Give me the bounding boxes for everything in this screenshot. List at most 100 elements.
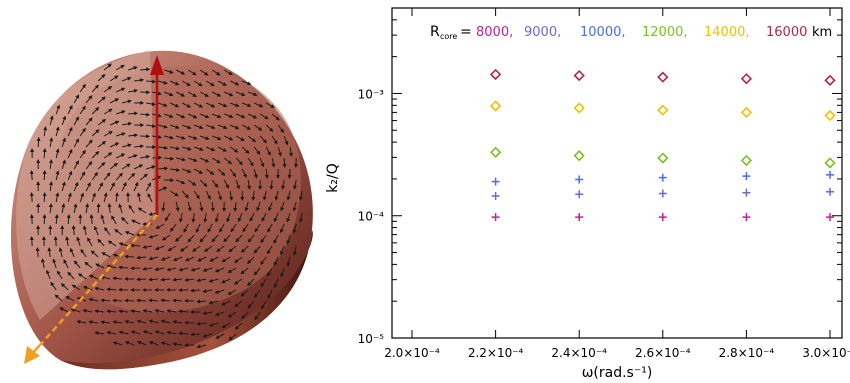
flow-arrow (112, 320, 123, 325)
point-9000-2 (658, 189, 667, 198)
flow-arrow (227, 267, 237, 274)
flow-arrow (116, 110, 126, 115)
flow-arrow (235, 91, 246, 97)
flow-arrow (107, 203, 112, 214)
flow-arrow (29, 170, 34, 181)
flow-arrow (73, 94, 80, 104)
flow-arrow (199, 201, 204, 212)
point-12000-1 (573, 150, 585, 162)
flow-arrow (194, 124, 204, 130)
flow-arrow (55, 104, 61, 115)
flow-arrow (209, 256, 219, 262)
flow-arrow (211, 234, 219, 243)
flow-arrow (160, 341, 171, 346)
flow-arrow (247, 135, 257, 143)
flow-arrow (166, 330, 177, 335)
x-tick-label-0: 2.0×10⁻⁴ (384, 346, 440, 360)
flow-arrow (251, 190, 256, 201)
flow-arrow (154, 245, 165, 251)
point-8000-1 (575, 213, 584, 222)
flow-arrow (55, 148, 60, 159)
point-10000-1 (575, 175, 584, 184)
flow-arrow (140, 112, 151, 117)
flow-arrow (43, 126, 48, 137)
flow-arrow (205, 80, 215, 87)
flow-arrow (122, 99, 132, 104)
flow-arrow (121, 163, 131, 170)
flow-arrow (130, 309, 141, 314)
flow-arrow (265, 124, 274, 132)
flow-arrow (221, 322, 231, 329)
flow-arrow (205, 146, 216, 152)
point-9000-0 (491, 192, 500, 201)
y-tick-label-1: 10⁻⁴ (358, 210, 385, 224)
flow-arrow (229, 80, 240, 86)
flow-arrow (121, 217, 129, 225)
flow-arrow (253, 168, 258, 179)
flow-arrow (67, 148, 73, 159)
flow-arrow (157, 186, 168, 192)
flow-arrow (235, 135, 245, 142)
flow-arrow (221, 278, 231, 284)
flow-arrow (259, 113, 269, 120)
flow-arrow (280, 267, 285, 278)
flow-arrow (142, 245, 153, 250)
flow-arrow (230, 102, 240, 108)
flow-arrow (286, 212, 291, 223)
flow-arrow (87, 237, 93, 247)
flow-arrow (131, 219, 141, 225)
flow-arrow (97, 118, 107, 126)
flow-arrow (208, 278, 219, 283)
flow-arrow (128, 154, 138, 159)
flow-arrow (127, 172, 136, 181)
flow-arrow (208, 300, 219, 305)
flow-arrow (134, 144, 145, 149)
flow-arrow (73, 138, 80, 148)
flow-arrow (106, 264, 117, 269)
flow-arrow (128, 204, 135, 214)
flow-arrow (179, 245, 189, 252)
flow-arrow (274, 190, 279, 201)
flow-arrow (88, 297, 99, 302)
flow-arrow (146, 165, 156, 170)
flow-arrow (115, 64, 125, 71)
flow-arrow (187, 91, 197, 97)
flow-arrow (203, 212, 208, 223)
flow-arrow (233, 201, 238, 212)
flow-arrow (175, 69, 186, 75)
flow-arrow (187, 234, 195, 243)
flow-arrow (97, 74, 106, 82)
flow-arrow (148, 256, 159, 261)
flow-arrow (90, 250, 99, 258)
flow-arrow (175, 113, 186, 119)
flow-arrow (148, 341, 159, 346)
flow-arrow (112, 341, 123, 346)
flow-arrow (280, 245, 285, 256)
flow-arrow (164, 212, 171, 222)
flow-arrow (164, 113, 174, 118)
flow-arrow (169, 223, 177, 232)
flow-arrow (182, 124, 192, 130)
flow-arrow (196, 278, 207, 283)
point-16000-2 (657, 71, 669, 83)
point-10000-0 (491, 177, 500, 186)
flow-arrow (241, 168, 247, 178)
flow-arrow (199, 113, 210, 119)
flow-arrow (154, 267, 165, 272)
flow-arrow (193, 80, 203, 87)
flow-arrow (195, 223, 201, 234)
flow-arrow (128, 133, 139, 138)
flow-arrow (121, 181, 127, 192)
flow-arrow (118, 203, 123, 214)
flow-arrow (241, 80, 252, 86)
flow-arrow (169, 190, 179, 197)
flow-arrow (158, 145, 169, 150)
flow-arrow (211, 135, 222, 141)
flow-arrow (48, 203, 53, 214)
flow-arrow (91, 150, 100, 159)
flow-arrow (218, 124, 228, 130)
flow-arrow (234, 256, 243, 263)
flow-arrow (84, 261, 93, 269)
flow-arrow (292, 201, 297, 212)
flow-arrow (264, 168, 269, 179)
